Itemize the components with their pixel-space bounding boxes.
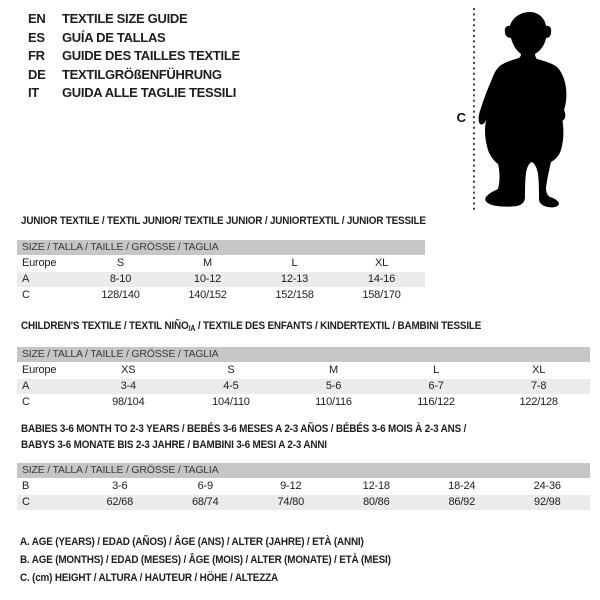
- size-cell: L: [433, 364, 440, 376]
- table-row-height: C 62/68 68/74 74/80 80/86 86/92 92/98: [17, 495, 590, 511]
- height-cell: 128/140: [101, 289, 140, 301]
- height-cell: 110/116: [315, 396, 352, 408]
- age-cell: 7-8: [531, 380, 547, 392]
- children-title-sub: /A: [188, 324, 196, 333]
- age-cell: 3-4: [120, 380, 137, 392]
- size-cell: S: [116, 257, 125, 269]
- height-cell: 74/80: [277, 496, 305, 508]
- size-cell: XL: [532, 364, 546, 376]
- table-row-europe: Europe S M L XL: [17, 256, 425, 272]
- children-title-post: / TEXTILE DES ENFANTS / KINDERTEXTIL / B…: [195, 320, 482, 332]
- age-cell: 6-7: [428, 380, 444, 392]
- legend-line-b: B. AGE (MONTHS) / EDAD (MESES) / ÂGE (MO…: [20, 554, 391, 567]
- babies-title-line2: BABYS 3-6 MONATE BIS 2-3 JAHRE / BAMBINI…: [21, 438, 327, 451]
- height-cell: 98/104: [112, 396, 145, 408]
- table-row-age: A 3-4 4-5 5-6 6-7 7-8: [17, 379, 590, 395]
- size-header-bar: SIZE / TALLA / TAILLE / GRÖSSE / TAGLIA: [17, 347, 590, 362]
- row-label: Europe: [22, 257, 57, 269]
- row-label: A: [22, 380, 30, 392]
- months-cell: 18-24: [448, 480, 476, 492]
- language-label: GUIDE DES TAILLES TEXTILE: [62, 48, 240, 63]
- height-cell: 104/110: [212, 396, 250, 408]
- babies-section-title: BABIES 3-6 MONTH TO 2-3 YEARS / BEBÉS 3-…: [21, 422, 466, 453]
- height-cell: 116/122: [417, 396, 455, 408]
- babies-size-table: SIZE / TALLA / TAILLE / GRÖSSE / TAGLIA …: [17, 463, 590, 511]
- language-label: GUÍA DE TALLAS: [62, 29, 166, 45]
- size-cell: S: [227, 364, 235, 376]
- children-section-title: CHILDREN'S TEXTILE / TEXTIL NIÑO/A / TEX…: [21, 320, 481, 333]
- months-cell: 6-9: [197, 480, 214, 492]
- size-cell: XS: [121, 364, 136, 376]
- children-title-pre: CHILDREN'S TEXTILE / TEXTIL NIÑO: [21, 320, 189, 332]
- height-cell: 122/128: [519, 396, 558, 408]
- height-cell: 140/152: [188, 289, 227, 301]
- legend-line-c: C. (cm) HEIGHT / ALTURA / HAUTEUR / HÖHE…: [20, 572, 278, 585]
- months-cell: 24-36: [533, 480, 561, 492]
- table-row-height: C 128/140 140/152 152/158 158/170: [17, 288, 425, 304]
- language-list: EN TEXTILE SIZE GUIDE ES GUÍA DE TALLAS …: [28, 10, 240, 103]
- row-label: A: [22, 273, 30, 285]
- language-code: IT: [28, 85, 39, 100]
- table-row-europe: Europe XS S M L XL: [17, 363, 590, 379]
- height-cell: 92/98: [533, 496, 561, 508]
- row-label: C: [22, 289, 30, 301]
- row-label: C: [22, 396, 30, 408]
- size-cell: M: [329, 364, 338, 376]
- age-cell: 12-13: [280, 273, 309, 285]
- height-cell: 86/92: [448, 496, 476, 508]
- language-code: DE: [28, 66, 46, 82]
- height-cell: 152/158: [275, 289, 314, 301]
- language-row-fr: FR GUIDE DES TAILLES TEXTILE: [28, 47, 240, 66]
- height-measure-label: C: [457, 110, 467, 125]
- age-cell: 8-10: [109, 273, 132, 285]
- row-label: Europe: [22, 364, 57, 376]
- row-label: C: [22, 496, 30, 508]
- table-row-months: B 3-6 6-9 9-12 12-18 18-24 24-36: [17, 479, 590, 495]
- height-cell: 68/74: [191, 496, 219, 508]
- height-cell: 80/86: [362, 496, 390, 508]
- babies-title-line1: BABIES 3-6 MONTH TO 2-3 YEARS / BEBÉS 3-…: [21, 423, 467, 435]
- row-label: B: [22, 480, 30, 492]
- language-row-es: ES GUÍA DE TALLAS: [28, 29, 240, 48]
- language-code: FR: [28, 48, 45, 63]
- age-cell: 10-12: [193, 273, 222, 285]
- age-cell: 14-16: [367, 273, 396, 285]
- junior-size-table: SIZE / TALLA / TAILLE / GRÖSSE / TAGLIA …: [17, 240, 425, 304]
- size-header-bar: SIZE / TALLA / TAILLE / GRÖSSE / TAGLIA: [17, 463, 590, 478]
- language-label: GUIDA ALLE TAGLIE TESSILI: [62, 85, 237, 100]
- language-code: ES: [28, 29, 45, 45]
- baby-silhouette-figure: C: [457, 8, 567, 210]
- size-cell: M: [203, 257, 212, 269]
- size-header-bar: SIZE / TALLA / TAILLE / GRÖSSE / TAGLIA: [17, 240, 425, 255]
- size-cell: L: [291, 257, 298, 269]
- baby-silhouette-icon: [478, 12, 567, 208]
- junior-section-title: JUNIOR TEXTILE / TEXTIL JUNIOR/ TEXTILE …: [21, 215, 426, 227]
- months-cell: 9-12: [280, 480, 302, 492]
- language-row-en: EN TEXTILE SIZE GUIDE: [28, 10, 240, 29]
- months-cell: 3-6: [112, 480, 128, 492]
- language-code: EN: [28, 11, 46, 26]
- language-row-de: DE TEXTILGRÖßENFÜHRUNG: [28, 66, 240, 85]
- legend-line-a: A. AGE (YEARS) / EDAD (AÑOS) / ÂGE (ANS)…: [20, 536, 364, 548]
- language-row-it: IT GUIDA ALLE TAGLIE TESSILI: [28, 84, 240, 103]
- table-row-age: A 8-10 10-12 12-13 14-16: [17, 272, 425, 288]
- months-cell: 12-18: [362, 480, 390, 492]
- table-row-height: C 98/104 104/110 110/116 116/122 122/128: [17, 395, 590, 411]
- language-label: TEXTILE SIZE GUIDE: [62, 11, 188, 26]
- height-cell: 62/68: [106, 496, 134, 508]
- age-cell: 5-6: [325, 380, 342, 392]
- children-size-table: SIZE / TALLA / TAILLE / GRÖSSE / TAGLIA …: [17, 347, 590, 411]
- measurement-legend: A. AGE (YEARS) / EDAD (AÑOS) / ÂGE (ANS)…: [20, 533, 432, 588]
- size-cell: XL: [374, 257, 389, 269]
- age-cell: 4-5: [223, 380, 239, 392]
- language-label: TEXTILGRÖßENFÜHRUNG: [62, 66, 222, 82]
- height-cell: 158/170: [362, 289, 401, 301]
